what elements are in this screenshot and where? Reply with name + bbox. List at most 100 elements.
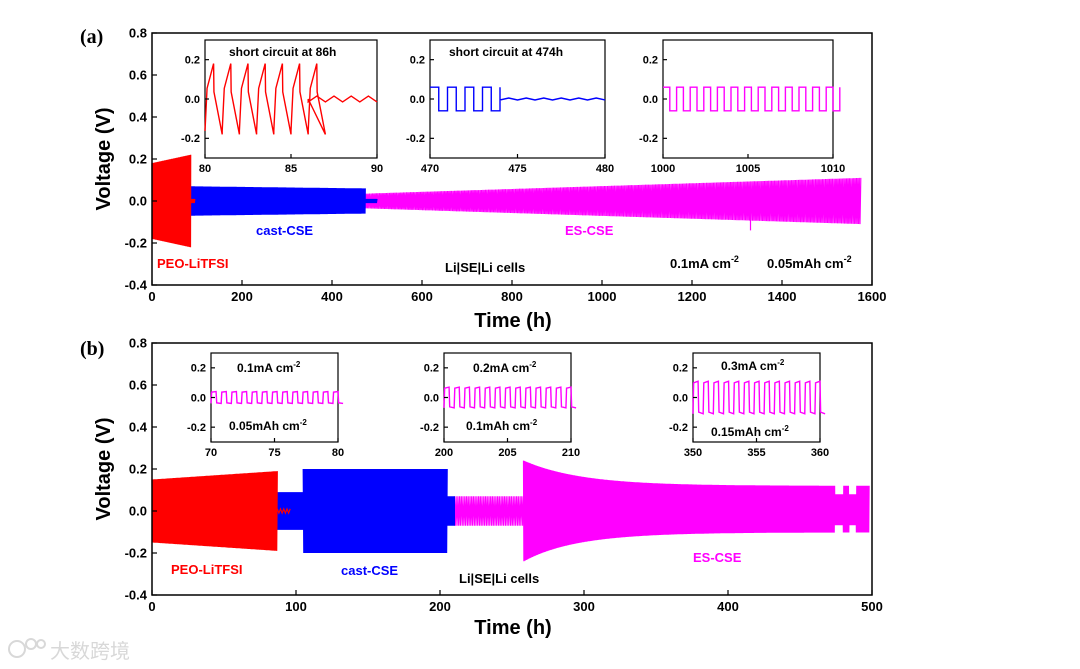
inset-b3-ytick-label: 0.0	[673, 392, 688, 404]
panel-b-ytick-label: 0.4	[129, 420, 148, 435]
inset-b1-top: 0.1mA cm-2	[237, 360, 301, 375]
inset-b3-xtick-label: 355	[747, 447, 765, 459]
series-es-cse-step	[453, 496, 525, 526]
panel-b-inset-3: 350 355 360 -0.2 0.0 0.2 0.3mA cm-2 0.15mAh c…	[669, 352, 829, 459]
inset-a3-ytick-label: -0.2	[639, 133, 658, 145]
inset-a3-xtick-label: 1005	[736, 163, 760, 175]
panel-a-series	[151, 154, 862, 248]
inset-b1-ytick-label: 0.0	[191, 392, 206, 404]
panel-b-cells-label: Li|SE|Li cells	[459, 571, 539, 586]
panel-b-xtick-label: 300	[573, 599, 595, 614]
panel-b-xtick-label: 500	[861, 599, 883, 614]
inset-a3-series	[663, 86, 841, 112]
inset-b3-xtick-label: 360	[811, 447, 829, 459]
watermark: 大数跨境	[8, 638, 130, 663]
inset-b2-bottom: 0.1mAh cm-2	[466, 418, 538, 433]
series-cast-cse	[190, 186, 366, 216]
panel-a-ytick-label: 0.4	[129, 110, 148, 125]
panel-a-ylabel: Voltage (V)	[93, 108, 115, 211]
inset-b2-top: 0.2mA cm-2	[473, 360, 537, 375]
inset-b3-ytick-label: -0.2	[669, 422, 688, 434]
panel-b-ylabel: Voltage (V)	[93, 418, 115, 521]
inset-a1-xtick-label: 85	[285, 163, 297, 175]
panel-b-ytick-label: -0.4	[125, 588, 148, 603]
panel-a-label-es: ES-CSE	[565, 223, 614, 238]
series-es-cse	[364, 177, 862, 225]
panel-b-xtick-label: 0	[148, 599, 155, 614]
inset-a3-xtick-label: 1010	[821, 163, 845, 175]
inset-a1-ytick-label: -0.2	[181, 133, 200, 145]
inset-b2-ytick-label: 0.0	[424, 392, 439, 404]
panel-a-ytick-label: 0.0	[129, 194, 147, 209]
watermark-text: 大数跨境	[50, 639, 130, 663]
inset-a2-ytick-label: 0.0	[410, 94, 425, 106]
panel-b-ytick-label: -0.2	[125, 546, 147, 561]
panel-a-cells-label: Li|SE|Li cells	[445, 260, 525, 275]
panel-b-ytick-label: 0.6	[129, 378, 147, 393]
panel-a-axes: 0 200 400 600 800 1000 1200 1400 1600 -0.4 -0.2 0.0…	[125, 26, 887, 304]
inset-a3-ytick-label: 0.0	[643, 94, 658, 106]
inset-a2-title: short circuit at 474h	[449, 45, 563, 59]
series-peo-litfsi-tail	[276, 507, 291, 515]
inset-b2-series	[443, 386, 577, 409]
inset-a1-ytick-label: 0.2	[185, 55, 200, 67]
panel-a-label-peo: PEO-LiTFSI	[157, 256, 229, 271]
panel-a: (a) 0 200 400 600 800 1000 1200 1400 1600 -0.4 -0.…	[80, 26, 886, 332]
series-es-cse	[522, 460, 870, 562]
panel-b-label-es: ES-CSE	[693, 550, 742, 565]
panel-a-ytick-label: -0.4	[125, 278, 148, 293]
panel-b-ytick-label: 0.0	[129, 504, 147, 519]
panel-a-xtick-label: 0	[148, 289, 155, 304]
panel-b-label-cast: cast-CSE	[341, 563, 398, 578]
panel-a-xlabel: Time (h)	[474, 310, 551, 332]
series-peo-litfsi-shorted	[190, 198, 196, 204]
inset-b1-xtick-label: 70	[205, 447, 217, 459]
panel-a-inset-2: 470 475 480 -0.2 0.0 0.2 short circuit at 474…	[406, 39, 614, 175]
series-cast-cse	[302, 468, 448, 554]
panel-a-xtick-label: 600	[411, 289, 433, 304]
panel-b-ytick-label: 0.8	[129, 336, 147, 351]
inset-b2-xtick-label: 210	[562, 447, 580, 459]
panel-a-xtick-label: 800	[501, 289, 523, 304]
inset-b1-ytick-label: -0.2	[187, 422, 206, 434]
inset-a1-title: short circuit at 86h	[229, 45, 336, 59]
panel-a-xtick-label: 200	[231, 289, 253, 304]
inset-a1-series	[204, 63, 378, 135]
panel-b: (b) 0 100 200 300 400 500 -0.4 -0.2 0.0 0.2 0.4 0.6…	[80, 336, 883, 639]
panel-b-inset-2: 200 205 210 -0.2 0.0 0.2 0.2mA cm-2 0.1mAh cm…	[420, 352, 580, 459]
panel-b-xtick-label: 100	[285, 599, 307, 614]
watermark-logo-icon	[8, 638, 46, 658]
panel-b-series	[151, 460, 870, 562]
inset-b3-plot: 350 355 360 -0.2 0.0 0.2	[669, 363, 829, 459]
inset-a1-xtick-label: 90	[371, 163, 383, 175]
inset-a3-plot: 1000 1005 1010 -0.2 0.0 0.2	[639, 55, 845, 175]
inset-b3-series	[692, 380, 826, 415]
inset-a2-xtick-label: 470	[421, 163, 439, 175]
inset-a3-ytick-label: 0.2	[643, 55, 658, 67]
inset-b3-xtick-label: 350	[684, 447, 702, 459]
panel-b-inset-1: 70 75 80 -0.2 0.0 0.2 0.1mA cm-2 0.05mAh cm-2	[187, 352, 344, 459]
inset-b2-ytick-label: -0.2	[420, 422, 439, 434]
inset-b1-bottom: 0.05mAh cm-2	[229, 418, 307, 433]
inset-a1-frame	[204, 39, 378, 159]
inset-a1-xtick-label: 80	[199, 163, 211, 175]
panel-a-ytick-label: 0.8	[129, 26, 147, 41]
panel-a-xtick-label: 1200	[678, 289, 707, 304]
panel-b-axes: 0 100 200 300 400 500 -0.4 -0.2 0.0 0.2 0.4 0.6 0.8	[125, 336, 883, 614]
series-cast-cse	[276, 492, 304, 530]
panel-a-label-cast: cast-CSE	[256, 223, 313, 238]
inset-a2-xtick-label: 475	[508, 163, 526, 175]
panel-b-xlabel: Time (h)	[474, 617, 551, 639]
panel-a-label: (a)	[80, 26, 103, 48]
panel-a-capacity: 0.05mAh cm-2	[767, 254, 852, 271]
panel-b-label-peo: PEO-LiTFSI	[171, 562, 243, 577]
inset-b2-ytick-label: 0.2	[424, 363, 439, 375]
inset-b3-bottom: 0.15mAh cm-2	[711, 424, 789, 439]
panel-a-xtick-label: 1400	[768, 289, 797, 304]
series-peo-litfsi	[151, 471, 278, 551]
inset-b1-ytick-label: 0.2	[191, 363, 206, 375]
inset-b1-xtick-label: 75	[268, 447, 280, 459]
inset-b3-ytick-label: 0.2	[673, 363, 688, 375]
panel-b-xtick-label: 400	[717, 599, 739, 614]
